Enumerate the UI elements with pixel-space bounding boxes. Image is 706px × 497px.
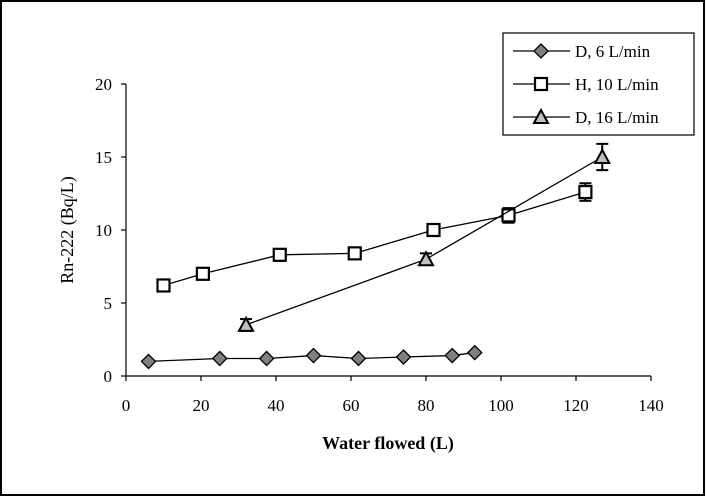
series-triangle: [237, 142, 611, 332]
y-axis-label: Rn-222 (Bq/L): [57, 176, 78, 284]
legend-label: D, 6 L/min: [575, 42, 651, 61]
data-point: [395, 349, 412, 365]
legend-marker: [532, 107, 550, 124]
data-point: [195, 266, 210, 281]
legend-marker: [533, 43, 549, 59]
data-point: [237, 315, 255, 332]
x-axis-label: Water flowed (L): [322, 433, 454, 454]
x-tick-label: 100: [488, 396, 514, 415]
data-point: [258, 350, 275, 367]
data-point: [350, 350, 367, 367]
x-tick-label: 20: [193, 396, 210, 415]
legend-marker: [533, 76, 549, 92]
data-point: [578, 184, 593, 200]
x-tick-label: 0: [122, 396, 131, 415]
data-point: [347, 246, 362, 261]
y-tick-label: 5: [104, 294, 113, 313]
legend: D, 6 L/min H, 10 L/min D, 16 L/min: [502, 32, 695, 136]
y-tick-label: 20: [95, 75, 112, 94]
x-tick-label: 40: [268, 396, 285, 415]
data-point: [417, 250, 435, 267]
legend-label: D, 16 L/min: [575, 108, 659, 127]
data-point: [211, 350, 228, 367]
data-point: [593, 147, 611, 164]
series-diamond: [140, 344, 483, 370]
data-point: [466, 344, 483, 361]
x-tick-label: 80: [418, 396, 435, 415]
x-tick-label: 60: [343, 396, 360, 415]
legend-label: H, 10 L/min: [575, 75, 659, 94]
y-tick-label: 15: [95, 148, 112, 167]
x-tick-label: 140: [638, 396, 664, 415]
plot-area: 0 5 10 15 20 0 20 40 60 80 100 120 140: [95, 75, 664, 415]
y-tick-label: 10: [95, 221, 112, 240]
data-point: [444, 347, 461, 364]
series-square: [156, 182, 593, 293]
data-point: [305, 347, 322, 364]
data-point: [140, 353, 157, 370]
data-point: [426, 222, 441, 238]
data-point: [156, 278, 171, 293]
data-point: [272, 247, 287, 262]
y-tick-label: 0: [104, 367, 113, 386]
x-tick-label: 120: [563, 396, 589, 415]
